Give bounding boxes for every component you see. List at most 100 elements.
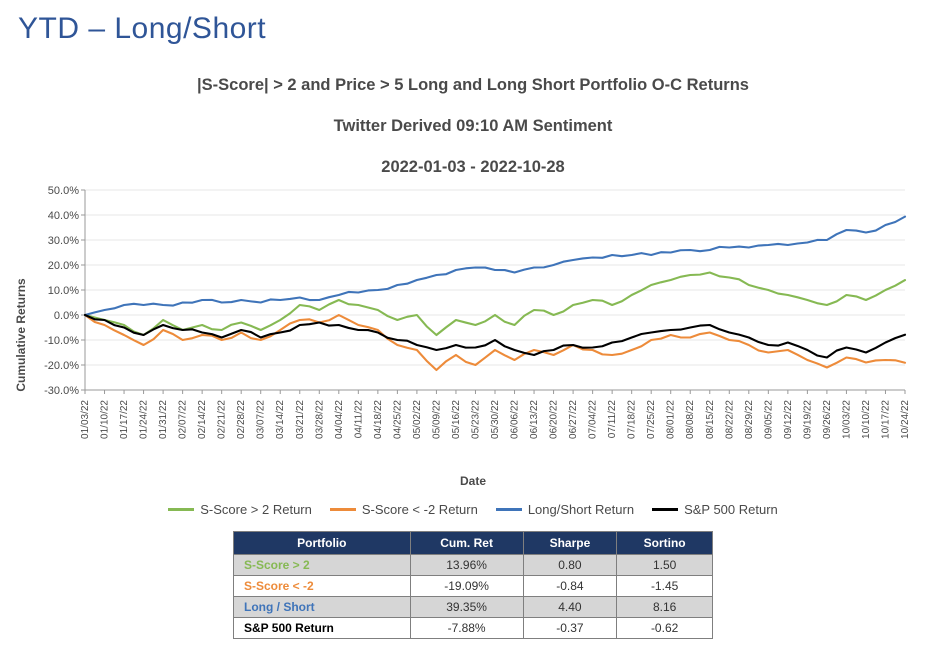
svg-text:0.0%: 0.0% xyxy=(54,310,79,322)
svg-text:02/21/22: 02/21/22 xyxy=(217,399,228,438)
table-cell: 1.50 xyxy=(617,554,713,575)
table-cell: -0.84 xyxy=(523,575,617,596)
svg-text:10/17/22: 10/17/22 xyxy=(880,399,891,438)
svg-text:03/21/22: 03/21/22 xyxy=(295,399,306,438)
table-cell-portfolio: S&P 500 Return xyxy=(234,617,411,638)
legend-item: S&P 500 Return xyxy=(652,502,778,517)
legend-item: S-Score < -2 Return xyxy=(330,502,478,517)
legend-swatch xyxy=(652,508,678,511)
x-axis-label: Date xyxy=(33,474,913,488)
svg-text:08/08/22: 08/08/22 xyxy=(685,399,696,438)
svg-text:-10.0%: -10.0% xyxy=(44,335,79,347)
summary-table: PortfolioCum. RetSharpeSortinoS-Score > … xyxy=(233,531,713,639)
table-cell: -0.62 xyxy=(617,617,713,638)
svg-text:06/20/22: 06/20/22 xyxy=(549,399,560,438)
legend-swatch xyxy=(168,508,194,511)
svg-text:06/13/22: 06/13/22 xyxy=(529,399,540,438)
table-header-cell: Cum. Ret xyxy=(410,531,523,554)
svg-text:09/05/22: 09/05/22 xyxy=(763,399,774,438)
svg-text:10.0%: 10.0% xyxy=(48,285,79,297)
chart-wrap: Cumulative Returns -30.0%-20.0%-10.0%0.0… xyxy=(33,182,913,488)
legend-label: S-Score < -2 Return xyxy=(362,502,478,517)
svg-text:-30.0%: -30.0% xyxy=(44,385,79,397)
line-chart: -30.0%-20.0%-10.0%0.0%10.0%20.0%30.0%40.… xyxy=(33,182,913,472)
svg-text:05/16/22: 05/16/22 xyxy=(451,399,462,438)
chart-title: |S-Score| > 2 and Price > 5 Long and Lon… xyxy=(18,54,928,178)
series-line xyxy=(85,315,905,370)
svg-text:04/25/22: 04/25/22 xyxy=(392,399,403,438)
table-cell-portfolio: S-Score < -2 xyxy=(234,575,411,596)
svg-text:07/11/22: 07/11/22 xyxy=(607,399,618,438)
svg-text:01/03/22: 01/03/22 xyxy=(80,399,91,438)
table-cell: 8.16 xyxy=(617,596,713,617)
legend-swatch xyxy=(496,508,522,511)
table-cell-portfolio: Long / Short xyxy=(234,596,411,617)
legend-swatch xyxy=(330,508,356,511)
svg-text:03/14/22: 03/14/22 xyxy=(275,399,286,438)
table-row: S-Score > 213.96%0.801.50 xyxy=(234,554,713,575)
table-cell-portfolio: S-Score > 2 xyxy=(234,554,411,575)
series-line xyxy=(85,216,905,314)
svg-text:07/18/22: 07/18/22 xyxy=(627,399,638,438)
legend-label: S-Score > 2 Return xyxy=(200,502,312,517)
svg-text:08/01/22: 08/01/22 xyxy=(666,399,677,438)
table-row: S-Score < -2-19.09%-0.84-1.45 xyxy=(234,575,713,596)
table-cell: 13.96% xyxy=(410,554,523,575)
table-row: Long / Short39.35%4.408.16 xyxy=(234,596,713,617)
summary-table-wrap: PortfolioCum. RetSharpeSortinoS-Score > … xyxy=(233,531,713,639)
table-header-cell: Sortino xyxy=(617,531,713,554)
table-header-cell: Sharpe xyxy=(523,531,617,554)
svg-text:03/07/22: 03/07/22 xyxy=(256,399,267,438)
svg-text:06/27/22: 06/27/22 xyxy=(568,399,579,438)
svg-text:07/25/22: 07/25/22 xyxy=(646,399,657,438)
svg-text:07/04/22: 07/04/22 xyxy=(588,399,599,438)
table-cell: 0.80 xyxy=(523,554,617,575)
table-cell: -0.37 xyxy=(523,617,617,638)
svg-text:05/02/22: 05/02/22 xyxy=(412,399,423,438)
svg-text:05/30/22: 05/30/22 xyxy=(490,399,501,438)
y-axis-label: Cumulative Returns xyxy=(14,278,28,391)
svg-text:30.0%: 30.0% xyxy=(48,235,79,247)
svg-text:20.0%: 20.0% xyxy=(48,260,79,272)
chart-title-line3: 2022-01-03 - 2022-10-28 xyxy=(381,158,564,176)
legend-label: Long/Short Return xyxy=(528,502,634,517)
svg-text:01/17/22: 01/17/22 xyxy=(119,399,130,438)
table-cell: 39.35% xyxy=(410,596,523,617)
svg-text:02/14/22: 02/14/22 xyxy=(197,399,208,438)
svg-text:10/24/22: 10/24/22 xyxy=(900,399,911,438)
svg-text:08/22/22: 08/22/22 xyxy=(724,399,735,438)
chart-title-line1: |S-Score| > 2 and Price > 5 Long and Lon… xyxy=(197,76,749,94)
svg-text:05/09/22: 05/09/22 xyxy=(431,399,442,438)
svg-text:01/10/22: 01/10/22 xyxy=(100,399,111,438)
table-row: S&P 500 Return-7.88%-0.37-0.62 xyxy=(234,617,713,638)
legend-label: S&P 500 Return xyxy=(684,502,778,517)
chart-legend: S-Score > 2 Return S-Score < -2 Return Lon… xyxy=(18,502,928,517)
svg-text:04/18/22: 04/18/22 xyxy=(373,399,384,438)
chart-title-line2: Twitter Derived 09:10 AM Sentiment xyxy=(334,117,613,135)
svg-text:50.0%: 50.0% xyxy=(48,185,79,197)
svg-text:02/07/22: 02/07/22 xyxy=(178,399,189,438)
svg-text:09/26/22: 09/26/22 xyxy=(822,399,833,438)
legend-item: S-Score > 2 Return xyxy=(168,502,312,517)
svg-text:10/10/22: 10/10/22 xyxy=(861,399,872,438)
svg-text:04/04/22: 04/04/22 xyxy=(334,399,345,438)
series-line xyxy=(85,272,905,335)
table-cell: -19.09% xyxy=(410,575,523,596)
svg-text:08/29/22: 08/29/22 xyxy=(744,399,755,438)
svg-text:01/24/22: 01/24/22 xyxy=(139,399,150,438)
page-root: YTD – Long/Short |S-Score| > 2 and Price… xyxy=(0,0,946,656)
svg-text:02/28/22: 02/28/22 xyxy=(236,399,247,438)
svg-text:04/11/22: 04/11/22 xyxy=(353,399,364,438)
svg-text:03/28/22: 03/28/22 xyxy=(314,399,325,438)
table-header-cell: Portfolio xyxy=(234,531,411,554)
table-cell: -7.88% xyxy=(410,617,523,638)
svg-text:08/15/22: 08/15/22 xyxy=(705,399,716,438)
svg-text:01/31/22: 01/31/22 xyxy=(158,399,169,438)
svg-text:05/23/22: 05/23/22 xyxy=(470,399,481,438)
svg-text:06/06/22: 06/06/22 xyxy=(510,399,521,438)
page-title: YTD – Long/Short xyxy=(18,12,928,46)
legend-item: Long/Short Return xyxy=(496,502,634,517)
table-cell: 4.40 xyxy=(523,596,617,617)
svg-text:09/12/22: 09/12/22 xyxy=(783,399,794,438)
svg-text:09/19/22: 09/19/22 xyxy=(802,399,813,438)
